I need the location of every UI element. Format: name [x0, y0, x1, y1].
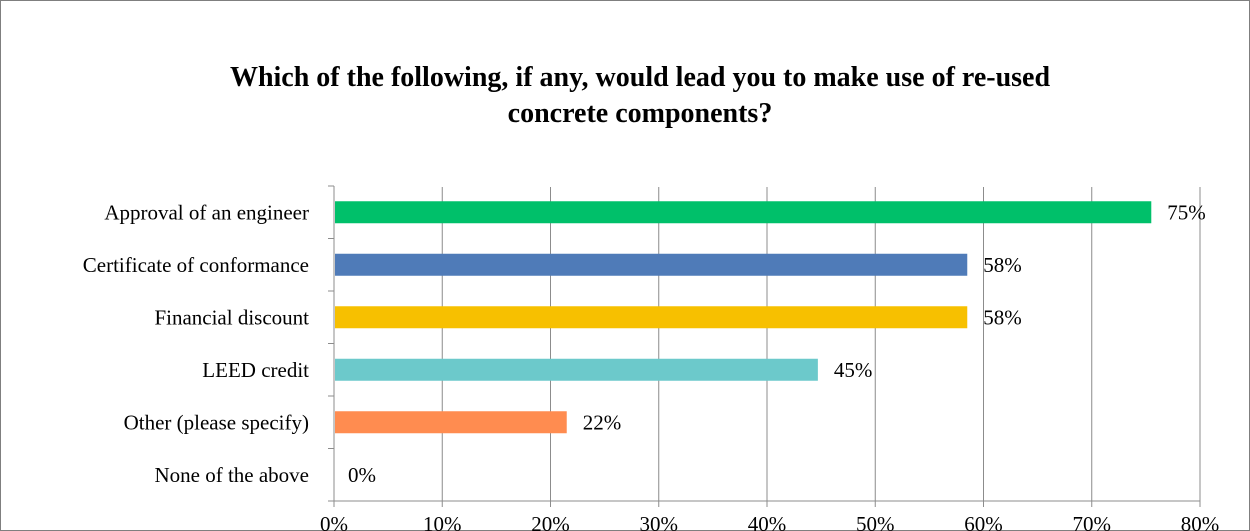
bar [335, 358, 818, 381]
bar [335, 253, 968, 276]
bar [335, 201, 1152, 224]
data-label: 58% [983, 253, 1022, 277]
x-tick-label: 40% [748, 512, 787, 531]
x-tick-label: 70% [1073, 512, 1112, 531]
chart-title-line-2: concrete components? [508, 98, 773, 129]
chart-title-line-1: Which of the following, if any, would le… [230, 62, 1051, 93]
bars [335, 201, 1152, 434]
x-tick-label: 60% [964, 512, 1003, 531]
bar [335, 411, 567, 434]
x-tick-label: 80% [1181, 512, 1220, 531]
bar [335, 306, 968, 329]
category-label: Other (please specify) [124, 410, 309, 434]
data-label: 0% [348, 463, 376, 487]
data-label: 45% [834, 358, 873, 382]
x-tick-label: 50% [856, 512, 895, 531]
x-tick-label: 0% [320, 512, 348, 531]
category-label: Certificate of conformance [83, 253, 309, 277]
x-tick-label: 20% [531, 512, 570, 531]
category-label: Financial discount [154, 305, 309, 329]
category-label: LEED credit [202, 358, 309, 382]
gridlines [441, 187, 1201, 501]
data-label: 22% [583, 410, 622, 434]
category-label: None of the above [154, 463, 309, 487]
axes [328, 185, 1201, 507]
data-label: 75% [1167, 200, 1206, 224]
x-tick-label: 30% [640, 512, 679, 531]
category-label: Approval of an engineer [104, 200, 309, 224]
labels: 0% 10% 20% 30% 40% 50% 60% 70% 80% Approval of an… [83, 200, 1219, 531]
x-tick-label: 10% [423, 512, 462, 531]
data-label: 58% [983, 305, 1022, 329]
